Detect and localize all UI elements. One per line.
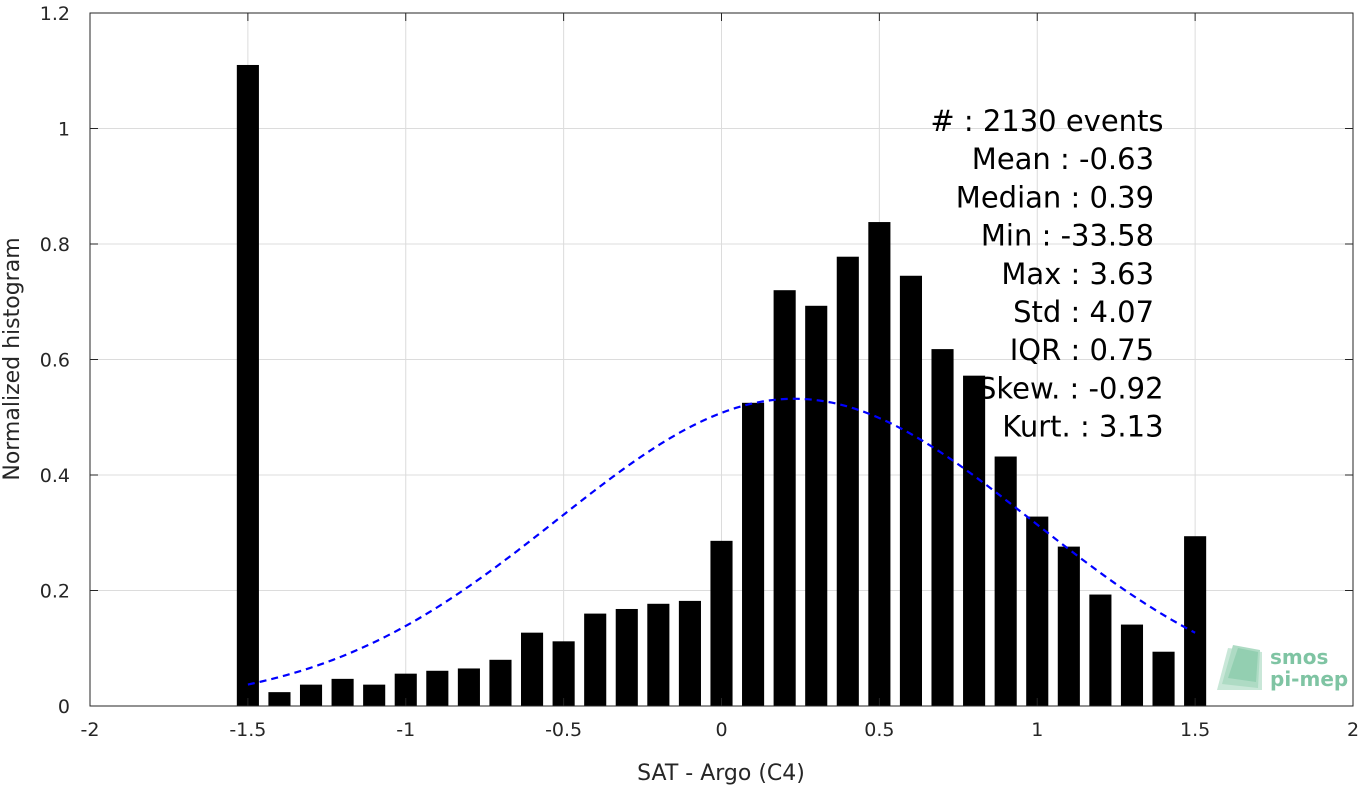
stat-line: Skew. : -0.92 xyxy=(978,371,1164,405)
y-tick-label: 0 xyxy=(58,696,70,718)
histogram-bar xyxy=(710,540,733,706)
y-tick-label: 1 xyxy=(58,119,70,141)
y-axis-label: Normalized histogram xyxy=(0,237,25,480)
histogram-bar xyxy=(1152,651,1175,706)
logo-text-line2: pi-mep xyxy=(1270,667,1348,691)
histogram-bar xyxy=(268,692,291,706)
stat-line: IQR : 0.75 xyxy=(1010,333,1154,367)
histogram-bar xyxy=(552,641,575,706)
logo-graphic-icon xyxy=(1217,645,1262,690)
x-tick-label: 2 xyxy=(1347,719,1359,741)
histogram-bar xyxy=(426,670,449,706)
histogram-bar xyxy=(647,603,670,706)
stat-line: Mean : -0.63 xyxy=(972,142,1154,176)
histogram-bar xyxy=(742,402,765,706)
histogram-bar xyxy=(1089,594,1112,706)
histogram-bars xyxy=(236,64,1207,706)
histogram-bar xyxy=(331,678,354,706)
x-tick-label: -1.5 xyxy=(229,719,266,741)
x-tick-label: 1.5 xyxy=(1180,719,1210,741)
stat-line: Std : 4.07 xyxy=(1013,295,1154,329)
statistics-box: # : 2130 events Mean : -0.63 Median : 0.39… xyxy=(930,104,1163,444)
x-tick-label: -1 xyxy=(396,719,415,741)
y-tick-label: 0.6 xyxy=(40,350,70,372)
stat-line: Median : 0.39 xyxy=(956,180,1154,214)
histogram-bar xyxy=(994,456,1017,706)
histogram-bar xyxy=(899,275,923,706)
normal-fit-curve xyxy=(247,397,1196,686)
histogram-bar xyxy=(963,375,986,706)
histogram-bar xyxy=(236,64,259,706)
x-tick-label: 0.5 xyxy=(864,719,894,741)
axis-ticks: -2 -1.5 -1 -0.5 0 0.5 1 1.5 2 0 0.2 0.4 0.6 0.8 1 1.2 xyxy=(40,3,1359,741)
histogram-bar xyxy=(1057,546,1080,706)
histogram-bar xyxy=(836,256,859,706)
y-tick-label: 0.8 xyxy=(40,234,70,256)
histogram-bar xyxy=(584,613,607,706)
histogram-bar xyxy=(457,668,480,706)
histogram-bar xyxy=(299,684,323,706)
histogram-bar xyxy=(363,684,386,706)
histogram-bar xyxy=(1026,516,1049,706)
y-tick-label: 0.2 xyxy=(40,581,70,603)
stat-line: Max : 3.63 xyxy=(1001,257,1154,291)
histogram-bar xyxy=(1120,624,1144,706)
histogram-bar xyxy=(615,608,638,706)
histogram-bar xyxy=(678,600,701,706)
x-tick-label: 0 xyxy=(715,719,727,741)
x-tick-label: -0.5 xyxy=(545,719,582,741)
x-axis-label: SAT - Argo (C4) xyxy=(637,761,805,786)
histogram-bar xyxy=(931,349,954,706)
stat-line: Kurt. : 3.13 xyxy=(1002,410,1163,444)
y-tick-label: 1.2 xyxy=(40,3,70,25)
histogram-bar xyxy=(868,222,891,706)
histogram-bar xyxy=(520,632,544,706)
y-tick-label: 0.4 xyxy=(40,465,70,487)
x-tick-label: 1 xyxy=(1031,719,1043,741)
histogram-bar xyxy=(805,305,828,706)
x-tick-label: -2 xyxy=(81,719,100,741)
histogram-bar xyxy=(1184,536,1207,706)
histogram-bar xyxy=(394,673,417,706)
smos-pimep-logo: smos pi-mep xyxy=(1217,645,1348,691)
histogram-bar xyxy=(773,290,796,706)
stat-line: # : 2130 events xyxy=(930,104,1163,138)
histogram-bar xyxy=(489,659,512,706)
logo-text-line1: smos xyxy=(1270,645,1328,669)
stat-line: Min : -33.58 xyxy=(981,219,1154,253)
